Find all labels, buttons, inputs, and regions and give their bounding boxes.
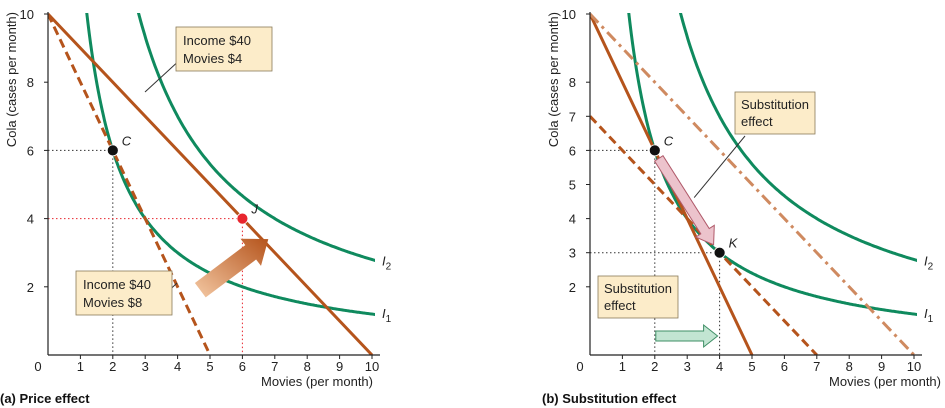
annotations: I1 I2 Substitution effect Substitution effect: [597, 91, 934, 349]
point-C: [648, 144, 661, 157]
x-tick-5: 5: [748, 359, 755, 374]
label-box-2-line-2: Movies $8: [83, 295, 142, 310]
indifference-curve-I2: [136, 13, 375, 262]
y-tick-10: 10: [20, 7, 34, 22]
point-label-K: K: [729, 236, 739, 251]
y-axis-title: Cola (cases per month): [4, 12, 19, 147]
annotation-box-1: [734, 91, 816, 135]
x-tick-9: 9: [878, 359, 885, 374]
x-tick-7: 7: [271, 359, 278, 374]
y-tick-2: 2: [569, 280, 576, 295]
annotation-box-2-line-1: Substitution: [604, 281, 672, 296]
y-tick-8: 8: [27, 75, 34, 90]
indifference-curve-I2: [678, 13, 917, 262]
annotation-box-1-line-1: Substitution: [741, 97, 809, 112]
indifference-curve-I1: [627, 13, 917, 316]
x-tick-6: 6: [781, 359, 788, 374]
x-tick-8: 8: [304, 359, 311, 374]
y-tick-3: 3: [569, 246, 576, 261]
plot-area: [48, 13, 375, 355]
x-tick-10: 10: [907, 359, 921, 374]
point-label-J: J: [250, 202, 258, 217]
x-tick-7: 7: [813, 359, 820, 374]
curve-label-I1: I1: [924, 306, 934, 325]
budget-lines: [48, 13, 374, 355]
y-tick-4: 4: [569, 212, 576, 227]
x-tick-labels: 0 1 2 3 4 5 6 7 8 9 10: [34, 355, 379, 374]
point-label-C: C: [664, 133, 674, 148]
curve-label-I1: I1: [382, 306, 392, 325]
budget-line-2: [590, 115, 818, 355]
panel-price-effect: 0 1 2 3 4 5 6 7 8 9 10 2 4 6 8 10 I1 I2 Income $40 Movies…: [0, 7, 392, 406]
x-tick-4: 4: [174, 359, 181, 374]
panel-substitution-effect: 0 1 2 3 4 5 6 7 8 9 10 2 3 4 5 6 7 8 10 I1 I2 Substitution e…: [542, 7, 941, 406]
annotation-box-1-line-2: effect: [741, 114, 773, 129]
panel-caption: (b) Substitution effect: [542, 391, 677, 406]
axes: [47, 12, 380, 356]
x-tick-2: 2: [651, 359, 658, 374]
y-tick-8: 8: [569, 75, 576, 90]
point-K: [713, 246, 726, 259]
x-tick-4: 4: [716, 359, 723, 374]
x-tick-3: 3: [142, 359, 149, 374]
y-tick-labels: 2 4 6 8 10: [20, 7, 48, 295]
annotation-box-2-line-2: effect: [604, 298, 636, 313]
y-tick-5: 5: [569, 178, 576, 193]
x-axis-title: Movies (per month): [829, 374, 941, 389]
point-C: [106, 144, 119, 157]
annotations: I1 I2 Income $40 Movies $4 Income $40 Movies …: [75, 26, 392, 325]
x-axis-title: Movies (per month): [261, 374, 373, 389]
x-tick-10: 10: [365, 359, 379, 374]
x-tick-0: 0: [34, 359, 41, 374]
x-tick-0: 0: [576, 359, 583, 374]
label-box-1-line-1: Income $40: [183, 33, 251, 48]
x-tick-9: 9: [336, 359, 343, 374]
plot-area: [590, 13, 917, 355]
points: CJ: [106, 133, 258, 225]
label-box-1-line-2: Movies $4: [183, 51, 242, 66]
indifference-curves: [627, 13, 917, 316]
y-tick-4: 4: [27, 212, 34, 227]
price-effect-arrow: [194, 238, 269, 298]
x-tick-1: 1: [619, 359, 626, 374]
point-label-C: C: [122, 133, 132, 148]
y-tick-10: 10: [562, 7, 576, 22]
x-tick-3: 3: [684, 359, 691, 374]
x-tick-1: 1: [77, 359, 84, 374]
point-J: [236, 212, 249, 225]
x-tick-8: 8: [846, 359, 853, 374]
leader-line-annotation-1: [693, 135, 746, 198]
x-tick-6: 6: [239, 359, 246, 374]
label-box-2-line-1: Income $40: [83, 277, 151, 292]
points: CK: [648, 133, 739, 259]
label-box-1: [175, 26, 273, 72]
x-tick-labels: 0 1 2 3 4 5 6 7 8 9 10: [576, 355, 921, 374]
x-tick-2: 2: [109, 359, 116, 374]
substitution-x-arrow: [655, 323, 719, 349]
y-tick-6: 6: [27, 143, 34, 158]
y-tick-labels: 2 3 4 5 6 7 8 10: [562, 7, 590, 295]
budget-line-1: [48, 13, 374, 355]
y-axis-title: Cola (cases per month): [546, 12, 561, 147]
label-box-2: [75, 270, 173, 316]
y-tick-7: 7: [569, 109, 576, 124]
budget-line-3: [590, 13, 916, 355]
panel-caption: (a) Price effect: [0, 391, 90, 406]
axes: [589, 12, 922, 356]
curve-label-I2: I2: [382, 254, 392, 273]
x-tick-5: 5: [206, 359, 213, 374]
curve-label-I2: I2: [924, 254, 934, 273]
budget-line-2: [48, 13, 212, 355]
guide-lines: [590, 149, 721, 355]
y-tick-2: 2: [27, 280, 34, 295]
annotation-box-2: [597, 275, 679, 319]
guide-lines: [48, 149, 243, 355]
substitution-curve-arrow: [653, 155, 715, 246]
y-tick-6: 6: [569, 143, 576, 158]
